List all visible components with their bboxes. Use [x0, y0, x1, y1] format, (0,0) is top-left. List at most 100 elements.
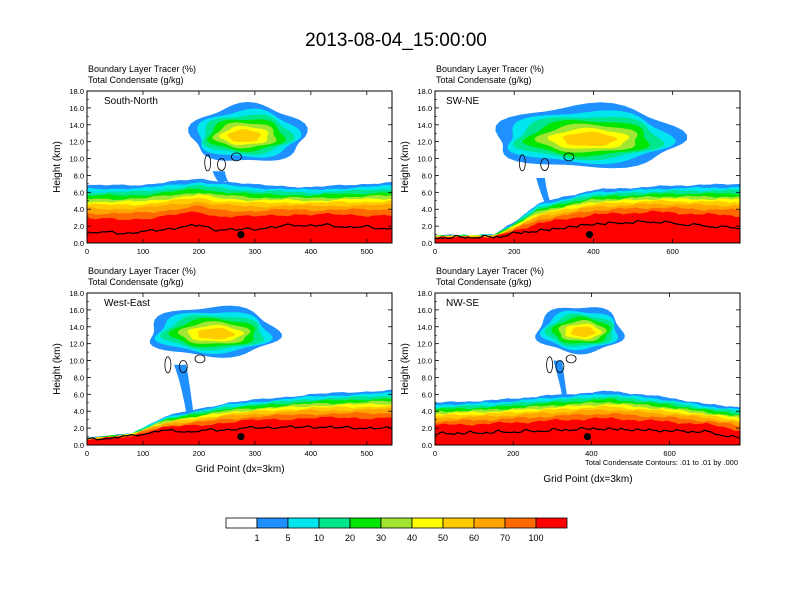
condensate-contour: [217, 158, 226, 171]
panel-header-condensate: Total Condensate (g/kg): [88, 277, 184, 287]
panel-sw-ne: Boundary Layer Tracer (%) Total Condensa…: [400, 64, 741, 256]
x-tick-label: 200: [508, 247, 521, 256]
y-tick-label: 2.0: [74, 424, 84, 433]
y-tick-label: 14.0: [69, 121, 84, 130]
y-axis-label: Height (km): [400, 343, 411, 395]
figure-title: 2013-08-04_15:00:00: [305, 30, 487, 51]
y-axis-label: Height (km): [400, 141, 411, 193]
x-tick-label: 0: [85, 449, 89, 458]
colorbar: 1 5 10 20 30 40 50 60 70 100: [225, 517, 568, 543]
cloud-anvil-layer: [227, 129, 261, 142]
x-tick-label: 300: [249, 247, 262, 256]
condensate-contour: [194, 354, 206, 364]
colorbar-label: 100: [528, 533, 543, 543]
x-tick-label: 600: [666, 247, 679, 256]
y-tick-label: 16.0: [417, 104, 432, 113]
condensate-contour: [546, 356, 553, 374]
colorbar-label: 70: [500, 533, 510, 543]
y-tick-label: 16.0: [417, 306, 432, 315]
panel-header-condensate: Total Condensate (g/kg): [436, 75, 532, 85]
y-tick-label: 0.0: [422, 441, 432, 450]
y-tick-label: 6.0: [74, 188, 84, 197]
cloud-anvil-layer: [198, 328, 235, 340]
y-tick-label: 10.0: [417, 357, 432, 366]
plot-area: [87, 305, 392, 445]
panel-header-tracer: Boundary Layer Tracer (%): [88, 64, 196, 74]
colorbar-swatch: [287, 517, 320, 529]
y-tick-label: 18.0: [417, 289, 432, 298]
colorbar-label: 1: [254, 533, 259, 543]
colorbar-label: 20: [345, 533, 355, 543]
x-tick-label: 200: [193, 247, 206, 256]
condensate-contour: [563, 152, 575, 162]
condensate-contour: [204, 154, 212, 172]
y-tick-label: 8.0: [74, 373, 84, 382]
panel-label: West-East: [104, 298, 150, 309]
y-tick-label: 12.0: [417, 138, 432, 147]
y-tick-label: 10.0: [69, 357, 84, 366]
condensate-contour: [178, 360, 188, 373]
y-tick-label: 14.0: [417, 121, 432, 130]
terrain-line: [87, 223, 392, 235]
panel-nw-se: Boundary Layer Tracer (%) Total Condensa…: [400, 266, 741, 485]
tracer-band: [87, 416, 392, 445]
x-tick-label: 0: [433, 449, 437, 458]
plot-area: [87, 101, 392, 243]
axes: 0.0 2.0 4.0 6.0 8.0 10.0 12.0 14.0 16.0 18.0 0 200 4…: [417, 87, 740, 256]
terrain-line: [435, 426, 740, 440]
y-tick-label: 8.0: [422, 171, 432, 180]
location-marker: [585, 231, 594, 239]
panel-west-east: Boundary Layer Tracer (%) Total Condensa…: [52, 266, 393, 475]
updraft-column: [536, 178, 550, 203]
y-tick-label: 2.0: [422, 222, 432, 231]
panel-south-north: Boundary Layer Tracer (%) Total Condensa…: [52, 64, 393, 256]
y-tick-label: 12.0: [69, 138, 84, 147]
location-marker: [583, 433, 592, 441]
condensate-contour: [565, 354, 577, 364]
contour-note: Total Condensate Contours: .01 to .01 by…: [585, 458, 738, 467]
plot-area: [435, 102, 740, 243]
plot-area: [435, 307, 740, 445]
y-axis-label: Height (km): [52, 141, 63, 193]
cloud-anvil-layer: [570, 326, 596, 338]
axes: 0.0 2.0 4.0 6.0 8.0 10.0 12.0 14.0 16.0 18.0 0 100 2…: [69, 289, 392, 458]
y-tick-label: 8.0: [74, 171, 84, 180]
axes: 0.0 2.0 4.0 6.0 8.0 10.0 12.0 14.0 16.0 18.0 0 200 4…: [417, 289, 740, 458]
y-tick-label: 18.0: [69, 289, 84, 298]
y-tick-label: 2.0: [422, 424, 432, 433]
y-tick-label: 12.0: [417, 340, 432, 349]
y-tick-label: 4.0: [74, 205, 84, 214]
condensate-contour: [518, 154, 526, 172]
x-tick-label: 400: [305, 449, 318, 458]
y-tick-label: 12.0: [69, 340, 84, 349]
colorbar-label: 5: [285, 533, 290, 543]
tracer-band: [435, 417, 740, 445]
panel-header-tracer: Boundary Layer Tracer (%): [436, 266, 544, 276]
y-tick-label: 10.0: [69, 155, 84, 164]
y-tick-label: 6.0: [422, 390, 432, 399]
condensate-contour: [230, 152, 242, 162]
condensate-contour: [164, 356, 172, 374]
colorbar-label: 50: [438, 533, 448, 543]
y-tick-label: 0.0: [422, 239, 432, 248]
y-tick-label: 2.0: [74, 222, 84, 231]
colorbar-swatch: [225, 517, 258, 529]
x-tick-label: 300: [249, 449, 262, 458]
y-tick-label: 4.0: [74, 407, 84, 416]
x-tick-label: 500: [361, 449, 374, 458]
colorbar-swatch: [442, 517, 475, 529]
panel-label: SW-NE: [446, 96, 479, 107]
y-axis-label: Height (km): [52, 343, 63, 395]
x-tick-label: 200: [507, 449, 520, 458]
x-axis-label: Grid Point (dx=3km): [195, 464, 284, 475]
tracer-band: [87, 211, 392, 243]
panel-label: NW-SE: [446, 298, 479, 309]
panel-label: South-North: [104, 96, 158, 107]
y-tick-label: 16.0: [69, 306, 84, 315]
y-tick-label: 4.0: [422, 205, 432, 214]
updraft-column: [212, 171, 232, 184]
location-marker: [237, 231, 245, 239]
x-tick-label: 200: [193, 449, 206, 458]
panel-header-condensate: Total Condensate (g/kg): [88, 75, 184, 85]
